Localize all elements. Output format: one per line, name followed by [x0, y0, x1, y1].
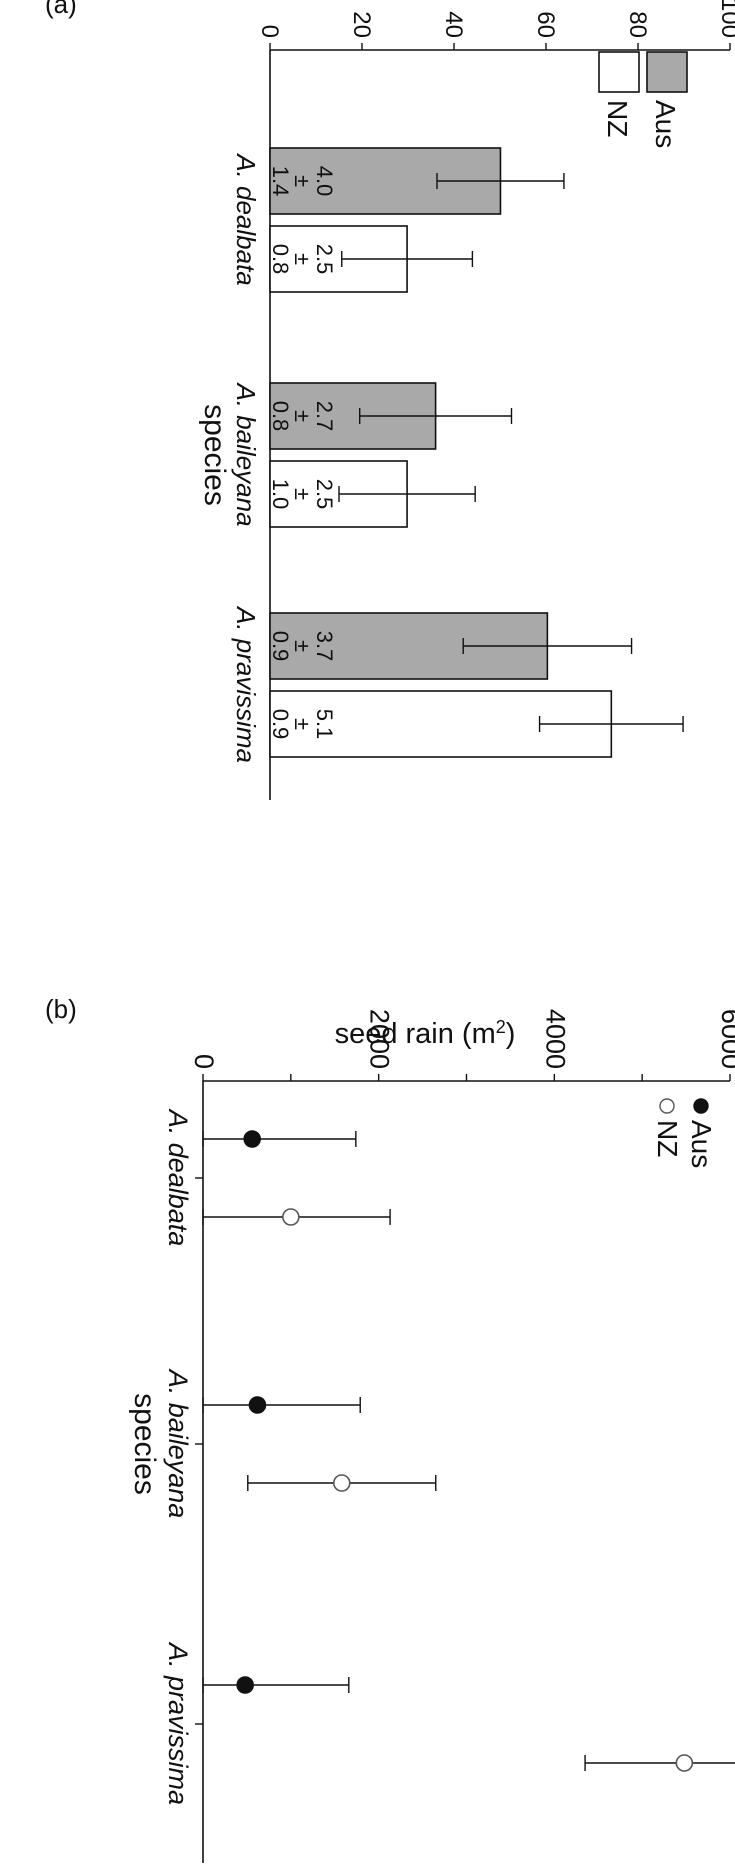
bar-label-error: 0.8 [268, 244, 293, 275]
y-tick-label: 2000 [365, 1009, 395, 1069]
x-tick-label: A. dealbata [231, 152, 261, 286]
bar-label-pm: ± [290, 175, 315, 187]
point-nz [332, 1474, 351, 1492]
panel-b: 0 2000 4000 6000 (b) seed rain (m2) A. dealbat… [45, 994, 735, 1863]
legend-swatch-nz [598, 51, 640, 93]
x-tick-label: A. baileyana [163, 1368, 193, 1519]
bar-label-pm: ± [290, 488, 315, 500]
y-tick-label: 100 [716, 0, 735, 38]
y-tick-label: 6000 [716, 1009, 735, 1069]
point-aus [236, 1676, 254, 1694]
legend-marker-nz [659, 1098, 675, 1114]
legend-marker-aus [693, 1098, 709, 1114]
x-axis-title: species [128, 1393, 161, 1495]
bar-label-value: 2.5 [312, 244, 337, 275]
panel-label: (a) [45, 0, 77, 19]
bar-label-value: 2.5 [312, 479, 337, 510]
bar-label-value: 3.7 [312, 631, 337, 662]
point-nz [675, 1754, 694, 1772]
point-aus [248, 1396, 267, 1414]
y-tick-label: 0 [256, 25, 283, 38]
bar-label-value: 4.0 [312, 166, 337, 197]
bar-label-error: 0.9 [268, 631, 293, 662]
bar-label-value: 5.1 [312, 709, 337, 740]
bar-label-pm: ± [290, 718, 315, 730]
y-tick-label: 20 [348, 11, 375, 38]
x-tick-label: A. dealbata [163, 1108, 193, 1247]
x-tick-label: A. pravissima [231, 605, 261, 763]
point-nz [282, 1208, 300, 1226]
legend-label-aus: Aus [686, 1120, 717, 1168]
bar-label-error: 0.9 [268, 709, 293, 740]
x-axis-title: species [198, 404, 231, 506]
x-tick-label: A. baileyana [231, 381, 261, 526]
y-tick-label: 4000 [540, 1009, 570, 1069]
bar-label-error: 0.8 [268, 401, 293, 432]
y-tick-label: 80 [624, 11, 651, 38]
y-axis-title: seed rain (m2) [335, 1017, 516, 1050]
bar-label-error: 1.0 [268, 479, 293, 510]
panel-label: (b) [45, 994, 77, 1024]
legend-swatch-aus [646, 51, 688, 93]
x-tick-label: A. pravissima [163, 1641, 193, 1805]
bar-label-value: 2.7 [312, 401, 337, 432]
bar-label-pm: ± [290, 253, 315, 265]
y-tick-label: 40 [440, 11, 467, 38]
bar-label-pm: ± [290, 640, 315, 652]
y-tick-label: 0 [189, 1054, 219, 1069]
point-aus [243, 1130, 261, 1148]
bar-label-error: 1.4 [268, 166, 293, 197]
legend-label-nz: NZ [602, 100, 633, 137]
y-tick-label: 60 [532, 11, 559, 38]
legend-label-nz: NZ [652, 1120, 683, 1157]
legend-label-aus: Aus [650, 100, 681, 148]
bar-label-pm: ± [290, 410, 315, 422]
